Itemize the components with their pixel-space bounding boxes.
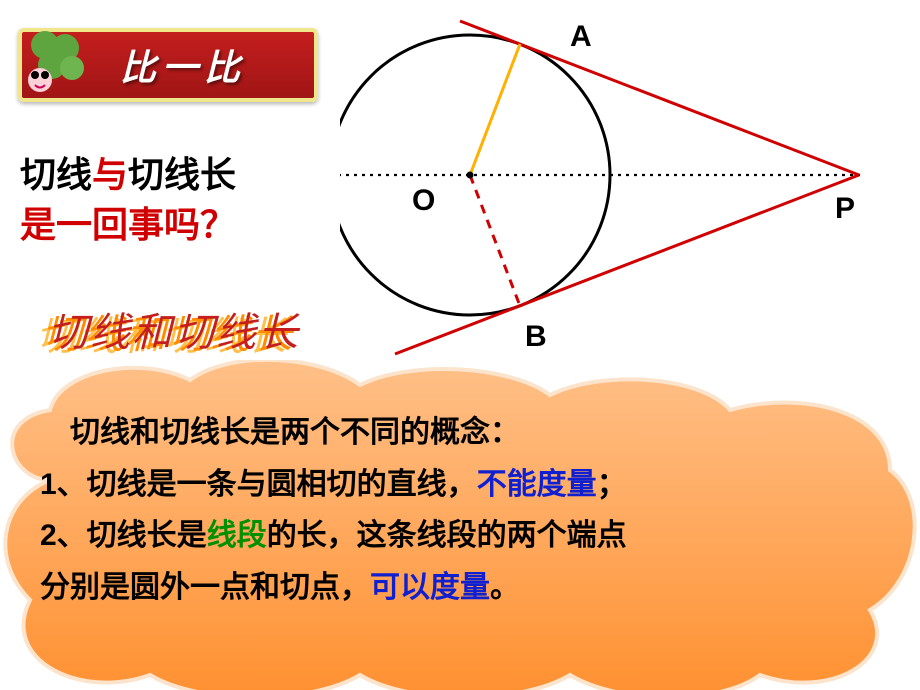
title-badge: 比一比 [18,28,318,102]
label-p: P [835,192,855,226]
q-part2: 与 [92,154,128,195]
label-o: O [412,184,435,218]
question-text: 切线与切线长 是一回事吗？ [20,150,236,251]
q-part3: 切线长 [128,154,236,195]
explanation-text: 切线和切线长是两个不同的概念： 1、切线是一条与圆相切的直线，不能度量； 2、切… [40,408,890,614]
intro-line: 切线和切线长是两个不同的概念： [40,408,890,458]
explanation-cloud: 切线和切线长是两个不同的概念： 1、切线是一条与圆相切的直线，不能度量； 2、切… [0,360,920,690]
q-part1: 切线 [20,154,92,195]
tangent-diagram: A B O P [340,0,900,370]
label-a: A [570,20,592,54]
radius-oa [470,44,520,175]
fancy-subtitle: 切线和切线长 切线和切线长 切线和切线长 [48,300,300,358]
point-2b: 分别是圆外一点和切点，可以度量。 [40,563,890,613]
radius-ob [470,175,520,306]
label-b: B [525,320,547,354]
clover-decor [10,20,100,110]
q-line2: 是一回事吗？ [20,200,236,250]
point-1: 1、切线是一条与圆相切的直线，不能度量； [40,460,890,510]
tangent-pb [395,175,859,354]
point-2a: 2、切线长是线段的长，这条线段的两个端点 [40,511,890,561]
center-dot [467,172,474,179]
badge-title: 比一比 [120,39,246,91]
